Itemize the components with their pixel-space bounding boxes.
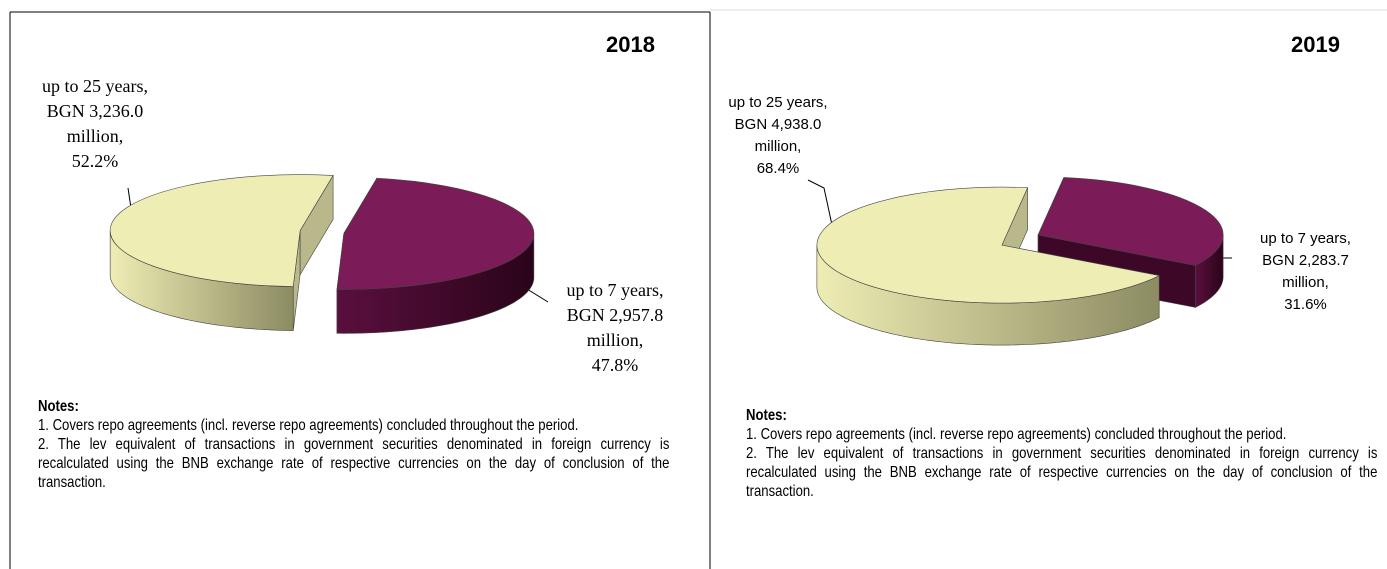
pie-slice bbox=[816, 186, 1161, 304]
note-item: 1. Covers repo agreements (incl. reverse… bbox=[38, 417, 579, 434]
label-percent: 52.2% bbox=[71, 151, 119, 171]
pie-slice bbox=[336, 177, 535, 290]
chart-title: 2019 bbox=[1291, 32, 1340, 57]
notes-title: Notes: bbox=[746, 407, 787, 424]
data-label: up to 7 years, BGN 2,283.7 million, 31.6% bbox=[1248, 228, 1363, 316]
chart-title: 2018 bbox=[606, 32, 655, 57]
label-percent: 68.4% bbox=[756, 160, 800, 177]
label-percent: 47.8% bbox=[591, 355, 639, 375]
label-amount: BGN 2,283.7 million, bbox=[1262, 252, 1349, 291]
data-label: up to 7 years, BGN 2,957.8 million, 47.8% bbox=[550, 278, 680, 378]
data-label: up to 25 years, BGN 3,236.0 million, 52.2% bbox=[30, 74, 160, 174]
label-amount: BGN 3,236.0 million, bbox=[46, 101, 144, 146]
data-label: up to 25 years, BGN 4,938.0 million, 68.4% bbox=[718, 92, 838, 180]
note-item: 2. The lev equivalent of transactions in… bbox=[746, 445, 1378, 500]
note-item: 1. Covers repo agreements (incl. reverse… bbox=[746, 426, 1287, 443]
label-category: up to 7 years, bbox=[1260, 230, 1351, 247]
notes: Notes: 1. Covers repo agreements (incl. r… bbox=[38, 397, 669, 492]
label-category: up to 25 years, bbox=[42, 76, 148, 96]
notes-title: Notes: bbox=[38, 398, 79, 415]
pie-slice bbox=[109, 174, 334, 287]
note-item: 2. The lev equivalent of transactions in… bbox=[38, 436, 670, 491]
notes: Notes: 1. Covers repo agreements (incl. r… bbox=[746, 406, 1377, 501]
label-percent: 31.6% bbox=[1284, 296, 1327, 313]
pie-slice bbox=[1037, 177, 1224, 266]
label-category: up to 7 years, bbox=[566, 280, 664, 300]
leader-line bbox=[127, 187, 132, 209]
label-category: up to 25 years, bbox=[728, 94, 828, 111]
label-amount: BGN 4,938.0 million, bbox=[734, 116, 822, 155]
label-amount: BGN 2,957.8 million, bbox=[566, 305, 664, 350]
